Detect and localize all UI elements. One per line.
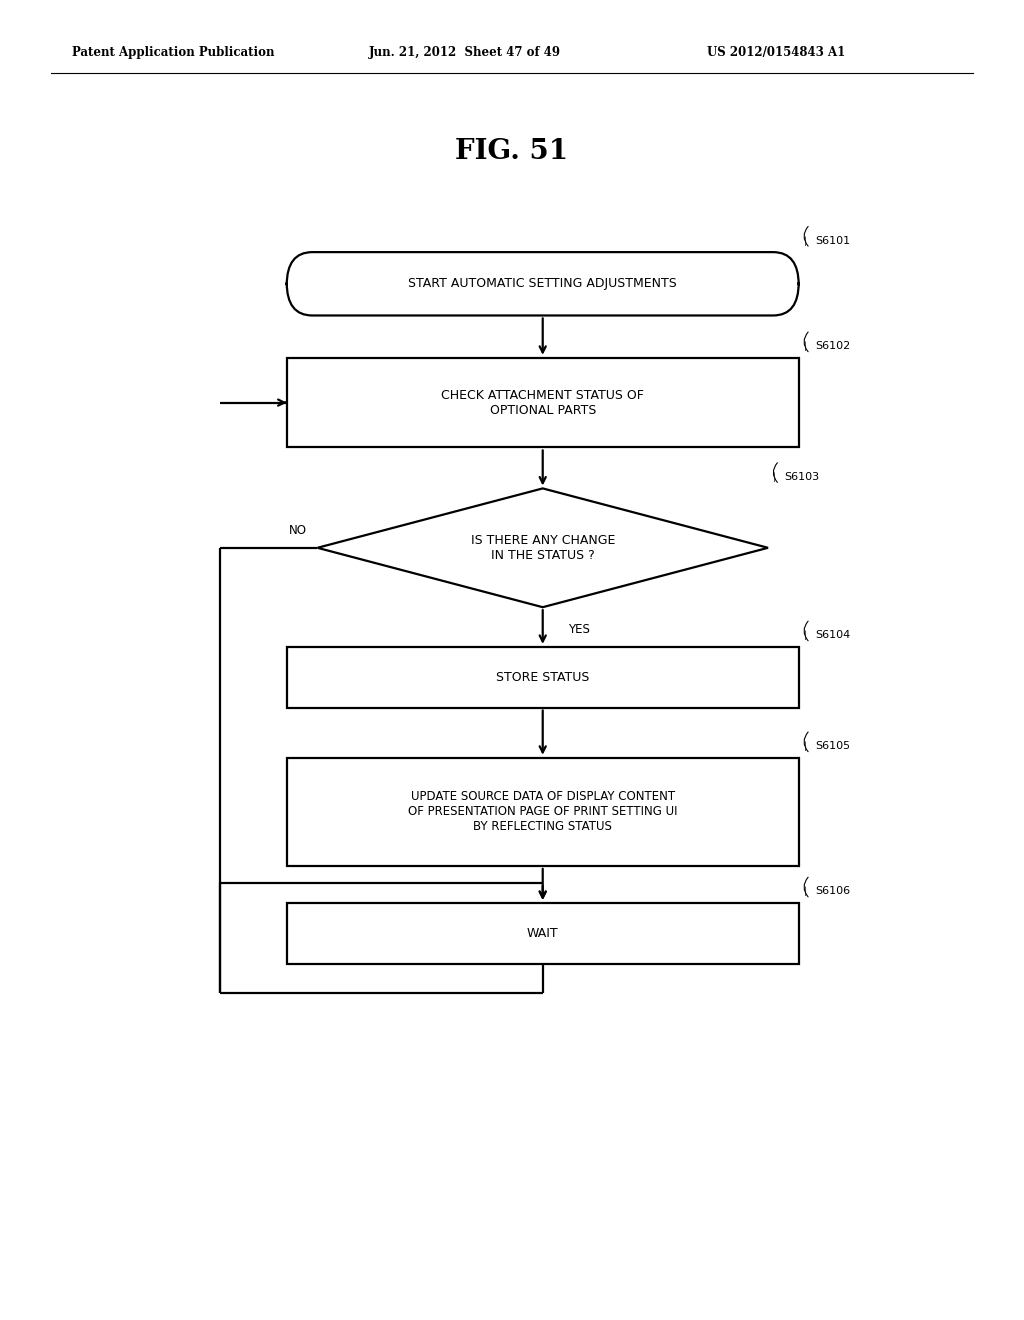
Bar — [287, 358, 799, 447]
Text: STORE STATUS: STORE STATUS — [496, 671, 590, 684]
Bar — [287, 758, 799, 866]
Text: │: │ — [803, 631, 808, 640]
Text: NO: NO — [289, 524, 307, 537]
Text: S6106: S6106 — [815, 886, 850, 896]
Polygon shape — [317, 488, 768, 607]
Text: CHECK ATTACHMENT STATUS OF
OPTIONAL PARTS: CHECK ATTACHMENT STATUS OF OPTIONAL PART… — [441, 388, 644, 417]
Text: │: │ — [772, 473, 777, 482]
Text: S6104: S6104 — [815, 630, 850, 640]
Text: │: │ — [803, 887, 808, 896]
Text: S6102: S6102 — [815, 341, 850, 351]
Text: START AUTOMATIC SETTING ADJUSTMENTS: START AUTOMATIC SETTING ADJUSTMENTS — [409, 277, 677, 290]
Text: YES: YES — [568, 623, 590, 636]
Text: FIG. 51: FIG. 51 — [456, 139, 568, 165]
FancyBboxPatch shape — [287, 252, 799, 315]
Text: │: │ — [803, 742, 808, 751]
Bar — [287, 903, 799, 964]
Text: WAIT: WAIT — [527, 927, 558, 940]
Text: S6101: S6101 — [815, 235, 850, 246]
Text: Jun. 21, 2012  Sheet 47 of 49: Jun. 21, 2012 Sheet 47 of 49 — [369, 46, 561, 59]
Text: S6105: S6105 — [815, 741, 850, 751]
Text: Patent Application Publication: Patent Application Publication — [72, 46, 274, 59]
Text: │: │ — [803, 236, 808, 246]
Text: S6103: S6103 — [784, 471, 819, 482]
Text: │: │ — [803, 342, 808, 351]
Text: UPDATE SOURCE DATA OF DISPLAY CONTENT
OF PRESENTATION PAGE OF PRINT SETTING UI
B: UPDATE SOURCE DATA OF DISPLAY CONTENT OF… — [408, 791, 678, 833]
Text: IS THERE ANY CHANGE
IN THE STATUS ?: IS THERE ANY CHANGE IN THE STATUS ? — [471, 533, 614, 562]
Text: US 2012/0154843 A1: US 2012/0154843 A1 — [707, 46, 845, 59]
Bar — [287, 647, 799, 708]
